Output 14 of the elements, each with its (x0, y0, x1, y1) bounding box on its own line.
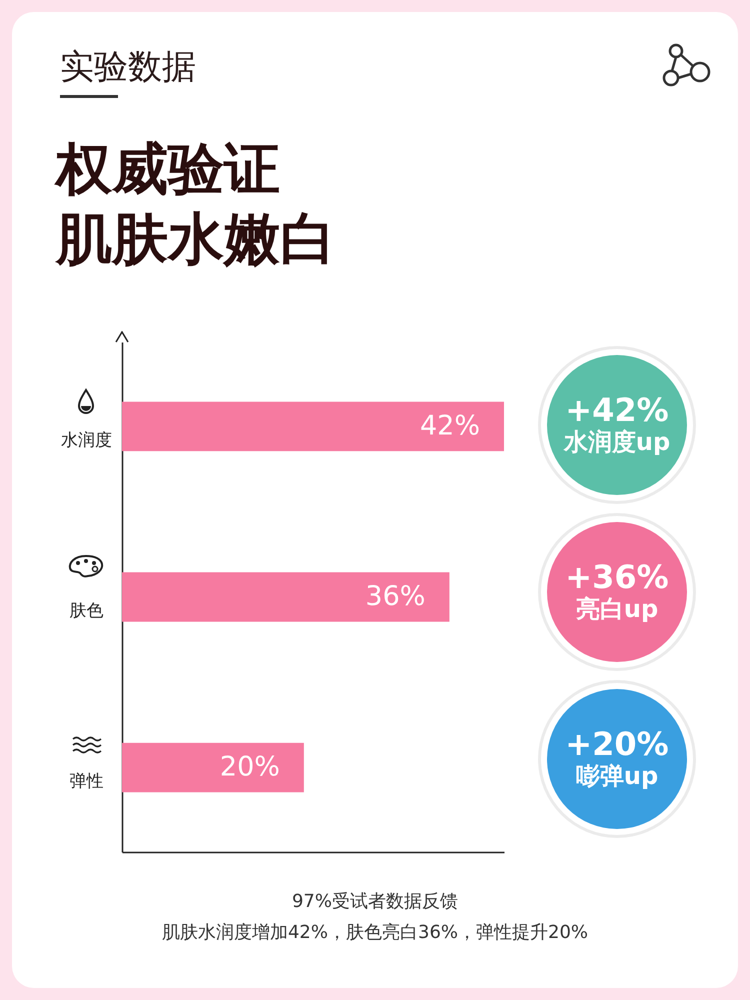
text: +42% 水润度up (562, 391, 672, 457)
y-tick-label: 肤色 (70, 601, 104, 621)
text: +36% 亮白up (564, 558, 670, 624)
data-label: 20% (220, 752, 280, 783)
text: +20% 嘭弹up (564, 725, 670, 791)
text: 97%受试者数据反馈 (290, 890, 459, 913)
chart-subtitle: 权威验证 (56, 137, 280, 202)
data-label: 42% (420, 410, 480, 442)
text: 肌肤水润度增加42%，肤色亮白36%，弹性提升20% (160, 921, 590, 944)
y-tick-label: 弹性 (70, 772, 104, 792)
chart-title: 实验数据 (60, 46, 196, 89)
text: 肌肤水嫩白 (56, 207, 336, 272)
data-label: 36% (365, 581, 426, 612)
y-tick-label: 水润度 (61, 430, 112, 450)
